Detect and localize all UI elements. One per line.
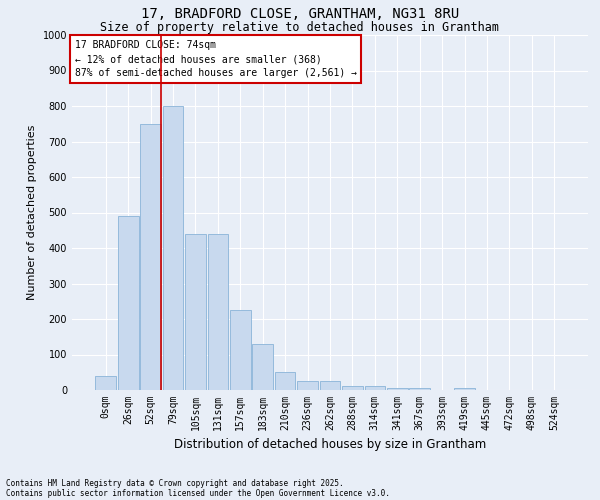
Y-axis label: Number of detached properties: Number of detached properties — [27, 125, 37, 300]
Bar — [454, 388, 475, 390]
Bar — [163, 106, 184, 390]
X-axis label: Distribution of detached houses by size in Grantham: Distribution of detached houses by size … — [174, 438, 486, 452]
Text: Contains HM Land Registry data © Crown copyright and database right 2025.: Contains HM Land Registry data © Crown c… — [6, 478, 344, 488]
Bar — [297, 381, 318, 390]
Bar — [118, 216, 139, 390]
Bar — [342, 386, 363, 390]
Bar — [409, 388, 430, 390]
Bar — [140, 124, 161, 390]
Bar — [253, 344, 273, 390]
Bar — [230, 310, 251, 390]
Bar — [208, 234, 228, 390]
Text: Size of property relative to detached houses in Grantham: Size of property relative to detached ho… — [101, 21, 499, 34]
Text: 17, BRADFORD CLOSE, GRANTHAM, NG31 8RU: 17, BRADFORD CLOSE, GRANTHAM, NG31 8RU — [141, 8, 459, 22]
Text: 17 BRADFORD CLOSE: 74sqm
← 12% of detached houses are smaller (368)
87% of semi-: 17 BRADFORD CLOSE: 74sqm ← 12% of detach… — [74, 40, 356, 78]
Bar — [365, 386, 385, 390]
Bar — [95, 376, 116, 390]
Text: Contains public sector information licensed under the Open Government Licence v3: Contains public sector information licen… — [6, 488, 390, 498]
Bar — [320, 381, 340, 390]
Bar — [185, 234, 206, 390]
Bar — [275, 372, 295, 390]
Bar — [387, 388, 407, 390]
